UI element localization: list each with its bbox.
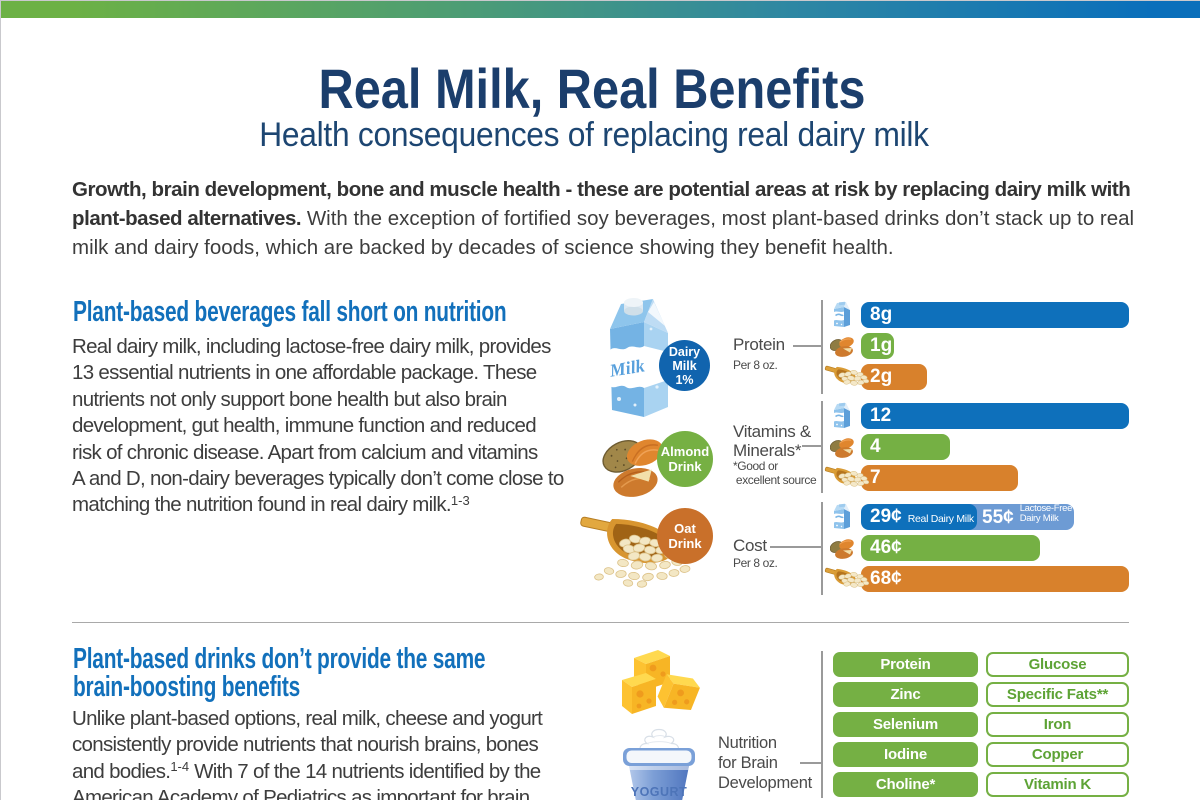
svg-text:YOGURT: YOGURT xyxy=(631,785,687,799)
